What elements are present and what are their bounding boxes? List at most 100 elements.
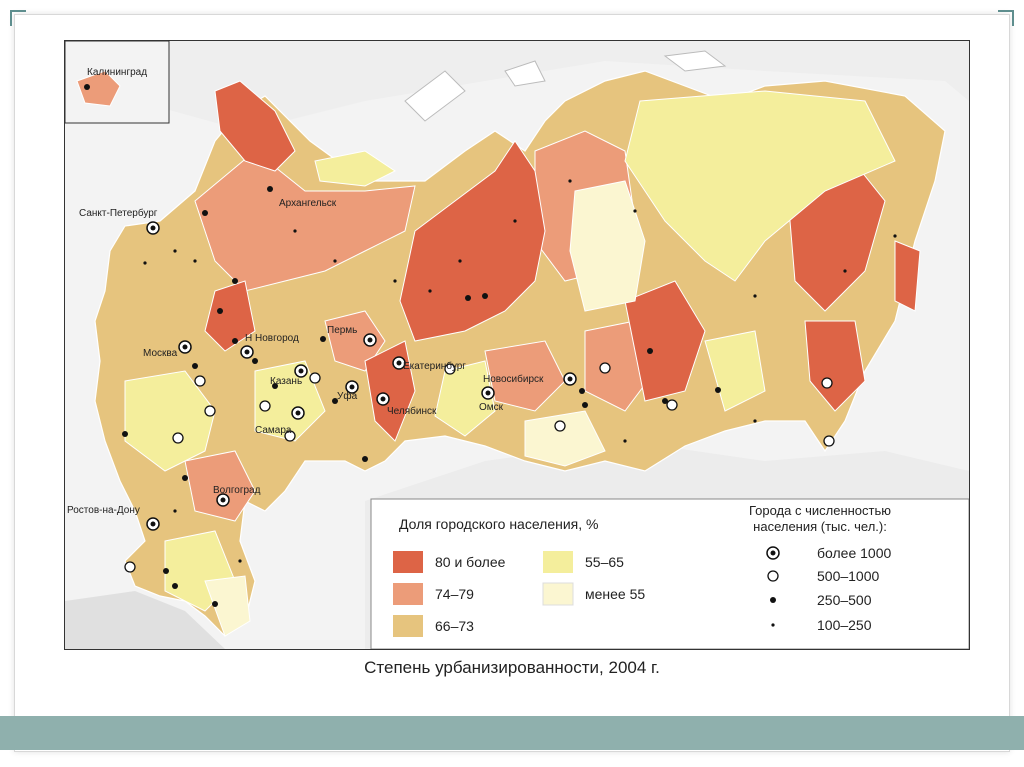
city-label: Москва (143, 348, 178, 359)
legend-cities-title: населения (тыс. чел.): (753, 519, 887, 534)
legend-city-label: 100–250 (817, 617, 872, 633)
inset-label: Калининград (87, 67, 147, 78)
legend-share-label: 66–73 (435, 618, 474, 634)
city-marker-open-icon (554, 420, 566, 432)
bottom-band (0, 716, 1024, 750)
city-label: Пермь (327, 325, 357, 336)
legend-open-circle-icon (767, 570, 779, 582)
region-evenkia (569, 180, 646, 312)
region-altai (524, 410, 606, 467)
city-marker-dot-icon (182, 475, 188, 481)
legend-background (370, 498, 969, 649)
city-labels: Санкт-Петербург Архангельск Москва Н Нов… (67, 198, 544, 516)
city-label: Омск (479, 402, 504, 413)
corner-mark-top-right (998, 10, 1014, 26)
city-marker-open-icon (823, 435, 835, 447)
region-lower-volga (184, 450, 256, 522)
region-murmansk (214, 80, 296, 172)
legend-swatch-55-65 (543, 551, 573, 573)
city-marker-small-icon (428, 289, 432, 293)
legend-share-label: менее 55 (585, 586, 645, 602)
region-yakutia (624, 90, 896, 282)
map-caption: Степень урбанизированности, 2004 г. (364, 658, 660, 677)
city-marker-dot-icon (362, 456, 368, 462)
legend-filled-dot-icon (770, 597, 776, 603)
legend-swatch-74-79 (393, 583, 423, 605)
urbanization-map: Калининград (64, 40, 970, 650)
city-marker-open-icon (172, 432, 184, 444)
city-marker-small-icon (393, 279, 397, 283)
legend-swatch-less-55 (542, 582, 574, 606)
city-marker-small-icon (513, 219, 517, 223)
city-marker-dot-icon (217, 308, 223, 314)
city-marker-small-icon (893, 234, 897, 238)
region-sakhalin (894, 240, 921, 312)
city-marker-open-icon (194, 375, 206, 387)
city-label: Ростов-на-Дону (67, 505, 140, 516)
kaliningrad-region (76, 70, 121, 107)
city-label: Архангельск (279, 198, 337, 209)
city-label: Екатеринбург (403, 360, 466, 372)
city-label: Уфа (337, 390, 358, 402)
map-canvas: Калининград (65, 41, 969, 649)
city-marker-small-icon (143, 261, 147, 265)
region-moscow (204, 280, 256, 352)
city-marker-small-icon (633, 209, 637, 213)
city-label: Волгоград (213, 485, 261, 496)
city-label: Челябинск (387, 405, 437, 417)
city-marker-open-icon (444, 363, 456, 375)
city-label: Казань (270, 376, 302, 387)
city-marker-small-icon (333, 259, 337, 263)
city-label: Санкт-Петербург (79, 207, 158, 219)
region-krasnoyarsk-south (624, 280, 706, 402)
city-marker-dot-icon (252, 358, 258, 364)
legend-city-label: 500–1000 (817, 568, 880, 584)
city-marker-small-icon (193, 259, 197, 263)
city-marker-dot-icon (272, 383, 278, 389)
city-marker-dot-icon (579, 388, 585, 394)
city-marker-small-icon (753, 419, 757, 423)
city-marker-small-icon (623, 439, 627, 443)
city-label: Н Новгород (245, 333, 299, 344)
legend-swatch-66-73 (393, 615, 423, 637)
city-marker-small-icon (843, 269, 847, 273)
region-kurgan (434, 360, 496, 437)
legend-share-label: 80 и более (435, 554, 506, 570)
city-marker-dot-icon (332, 398, 338, 404)
city-marker-small-icon (753, 294, 757, 298)
city-label: Самара (255, 425, 292, 436)
region-khanty-yamal (399, 140, 546, 342)
legend-share-title: Доля городского населения, % (399, 516, 598, 532)
legend-share-label: 55–65 (585, 554, 624, 570)
city-marker-dot-icon (582, 402, 588, 408)
city-label: Новосибирск (483, 373, 544, 385)
region-bashkiria (254, 360, 326, 442)
kaliningrad-dot-icon (84, 84, 90, 90)
city-marker-small-icon (568, 179, 572, 183)
city-marker-dot-icon (163, 568, 169, 574)
city-marker-dot-icon (232, 338, 238, 344)
legend-small-dot-icon (771, 623, 775, 627)
city-marker-dot-icon (122, 431, 128, 437)
city-marker-open-icon (204, 405, 216, 417)
city-marker-dot-icon (320, 336, 326, 342)
city-marker-open-icon (284, 430, 296, 442)
city-marker-small-icon (458, 259, 462, 263)
city-marker-open-icon (259, 400, 271, 412)
city-marker-dot-icon (267, 186, 273, 192)
city-marker-open-icon (309, 372, 321, 384)
city-marker-small-icon (238, 559, 242, 563)
region-central-black-earth (124, 370, 216, 472)
legend-city-label: более 1000 (817, 545, 891, 561)
city-marker-dot-icon (715, 387, 721, 393)
legend-swatch-80-plus (393, 551, 423, 573)
city-marker-open-icon (821, 377, 833, 389)
city-marker-dot-icon (232, 278, 238, 284)
city-marker-open-icon (124, 561, 136, 573)
city-marker-small-icon (173, 249, 177, 253)
city-marker-small-icon (173, 509, 177, 513)
arctic-islands (404, 50, 727, 122)
region-nenets (314, 150, 396, 187)
city-marker-open-icon (599, 362, 611, 374)
neighbour-south-west (65, 591, 225, 649)
